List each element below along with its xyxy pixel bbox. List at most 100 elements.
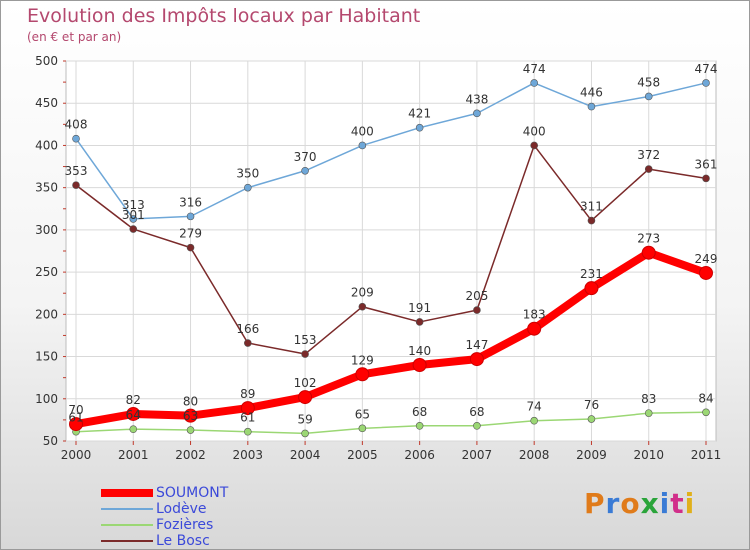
data-point — [530, 141, 538, 150]
data-label: 316 — [179, 195, 202, 209]
data-point — [473, 306, 481, 314]
data-point — [469, 352, 484, 367]
data-label: 458 — [637, 75, 660, 89]
data-point — [69, 417, 83, 432]
data-point — [702, 174, 710, 183]
logo-letter: r — [605, 487, 621, 520]
logo-letter: x — [640, 487, 660, 520]
legend-swatch — [101, 508, 153, 510]
legend-item: SOUMONT — [101, 485, 301, 501]
y-tick-label: 400 — [35, 138, 58, 152]
y-tick-label: 100 — [35, 392, 58, 406]
data-point — [644, 165, 653, 173]
data-label: 68 — [412, 405, 427, 419]
data-label: 273 — [637, 232, 660, 246]
data-point — [641, 245, 656, 260]
data-point — [415, 318, 424, 326]
series-line — [75, 82, 707, 220]
data-point — [527, 321, 542, 336]
x-tick-label: 2000 — [61, 448, 92, 462]
data-label: 350 — [236, 167, 259, 181]
data-label: 166 — [236, 322, 259, 336]
data-label: 147 — [465, 338, 488, 352]
data-point — [183, 408, 198, 423]
data-label: 313 — [122, 198, 145, 212]
data-label: 191 — [408, 301, 431, 315]
data-label: 474 — [695, 62, 718, 76]
data-point — [587, 102, 596, 111]
y-tick-label: 250 — [35, 265, 58, 279]
y-tick-label: 500 — [35, 54, 58, 68]
data-label: 370 — [294, 150, 317, 164]
data-point — [186, 243, 195, 252]
data-label: 83 — [641, 392, 656, 406]
legend-label: Le Bosc — [156, 533, 210, 549]
data-point — [72, 134, 80, 143]
data-label: 400 — [523, 124, 546, 138]
plot-area — [65, 60, 717, 442]
x-tick-label: 2003 — [233, 448, 264, 462]
data-point — [358, 141, 367, 150]
data-point — [72, 181, 80, 189]
data-label: 474 — [523, 62, 546, 76]
data-point — [186, 426, 195, 434]
data-point — [587, 216, 596, 225]
data-point — [358, 424, 367, 433]
x-tick-label: 2011 — [691, 448, 722, 462]
data-label: 76 — [584, 398, 599, 412]
data-label: 129 — [351, 353, 374, 367]
data-label: 301 — [122, 208, 145, 222]
legend-swatch — [101, 524, 153, 526]
data-label: 183 — [523, 308, 546, 322]
data-label: 63 — [183, 409, 198, 423]
x-tick-label: 2002 — [175, 448, 206, 462]
data-point — [129, 225, 138, 233]
data-label: 89 — [240, 387, 255, 401]
data-point — [530, 79, 538, 87]
legend-swatch — [101, 489, 153, 497]
data-label: 446 — [580, 86, 603, 100]
data-point — [644, 409, 653, 417]
data-label: 70 — [68, 403, 83, 417]
x-tick-label: 2010 — [633, 448, 664, 462]
data-point — [702, 408, 710, 417]
legend-label: SOUMONT — [156, 485, 229, 501]
x-tick-label: 2008 — [519, 448, 550, 462]
logo-letter: i — [659, 487, 671, 520]
series-line — [72, 248, 710, 429]
data-point — [644, 92, 653, 101]
logo-letter: t — [670, 487, 685, 520]
data-label: 279 — [179, 227, 202, 241]
data-point — [584, 281, 599, 296]
data-label: 61 — [240, 411, 255, 425]
y-tick-label: 150 — [35, 350, 58, 364]
data-label: 59 — [297, 412, 312, 426]
data-point — [244, 183, 252, 192]
data-label: 353 — [65, 164, 88, 178]
data-label: 102 — [294, 376, 317, 390]
data-label: 84 — [698, 391, 713, 405]
data-point — [186, 212, 195, 221]
data-label: 231 — [580, 267, 603, 281]
data-point — [358, 302, 367, 311]
proxiti-logo: Proxiti — [584, 487, 695, 520]
data-label: 372 — [637, 148, 660, 162]
data-label: 61 — [68, 411, 83, 425]
x-tick-label: 2001 — [118, 448, 149, 462]
y-tick-label: 50 — [43, 434, 58, 448]
logo-letter: o — [620, 487, 641, 520]
data-point — [240, 401, 255, 416]
logo-letter: P — [584, 487, 606, 520]
data-point — [415, 421, 424, 430]
legend-item: Le Bosc — [101, 533, 301, 549]
legend-item: Fozières — [101, 517, 301, 533]
data-point — [355, 367, 370, 382]
x-tick-label: 2009 — [576, 448, 607, 462]
data-point — [126, 406, 141, 421]
data-label: 205 — [465, 289, 488, 303]
y-tick-label: 350 — [35, 181, 58, 195]
x-tick-label: 2006 — [404, 448, 435, 462]
data-point — [301, 429, 309, 438]
chart-subtitle: (en € et par an) — [27, 30, 122, 44]
